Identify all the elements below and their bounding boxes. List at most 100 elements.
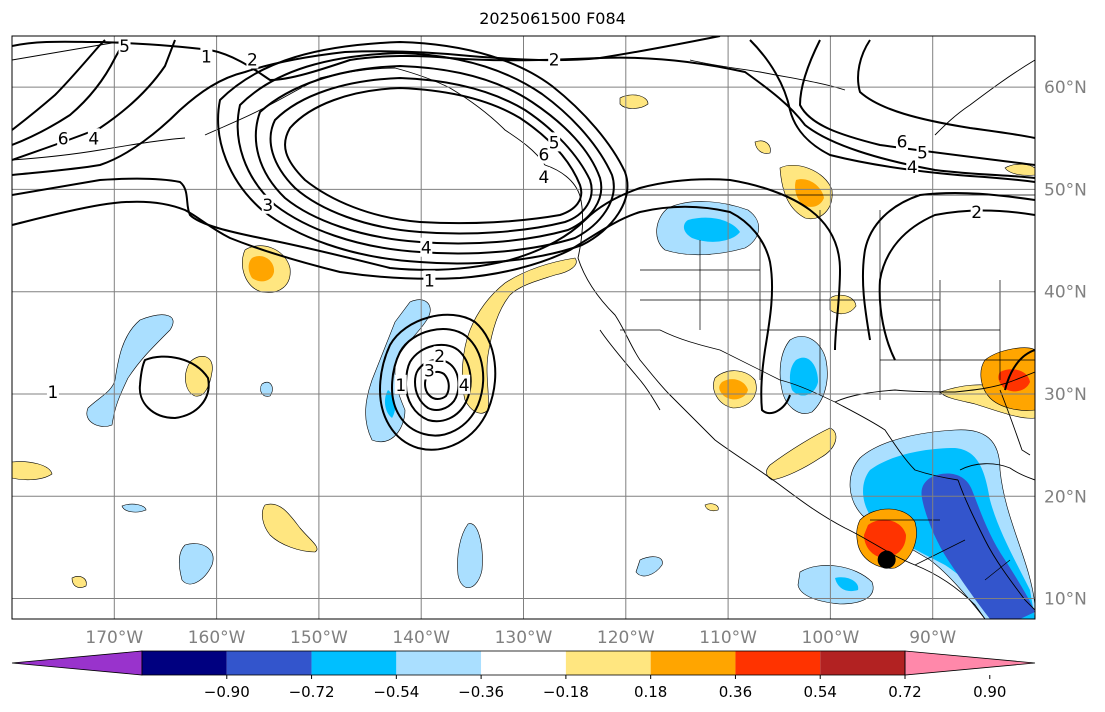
colorbar-segment (650, 651, 736, 675)
colorbar-tick-label: 0.72 (888, 683, 921, 701)
anomaly-fill (921, 473, 1035, 619)
latitude-labels: 60°N 50°N 40°N 30°N 20°N 10°N (1044, 78, 1087, 609)
lat-tick-label: 50°N (1044, 180, 1087, 200)
lon-tick-label: 90°W (909, 628, 956, 648)
anomaly-fill (704, 503, 719, 512)
contour-label-bg (970, 201, 983, 221)
lon-tick-label: 170°W (85, 628, 143, 648)
anomaly-fill (789, 357, 818, 396)
colorbar-tick-label: 0.18 (634, 683, 667, 701)
contour-label-bg (916, 142, 929, 162)
contour-label: 3 (262, 196, 273, 216)
contour-label: 4 (459, 376, 470, 396)
colorbar-segment (820, 651, 905, 675)
colorbar-segment (142, 651, 227, 675)
contour-label-bg (261, 194, 274, 214)
contour-label: 4 (539, 168, 550, 188)
colorbar-segment (481, 651, 566, 675)
anomaly-fill (261, 503, 318, 553)
contour-label-bg (548, 49, 561, 69)
contour-label: 2 (247, 51, 258, 71)
contour-label: 6 (58, 129, 69, 149)
anomaly-fill (457, 523, 483, 588)
lat-tick-label: 60°N (1044, 78, 1087, 98)
lon-tick-label: 110°W (699, 628, 757, 648)
colorbar-tick-label: 0.36 (719, 683, 752, 701)
contour-label: 1 (424, 271, 435, 291)
contour-label: 4 (421, 239, 432, 259)
contour-label: 1 (395, 376, 406, 396)
contour-label: 6 (897, 132, 908, 152)
colorbar-tick-label: 0.54 (804, 683, 837, 701)
contour-label: 5 (549, 133, 560, 153)
colorbar-tick-label: −0.36 (458, 683, 504, 701)
contour-label: 1 (201, 47, 212, 67)
colorbar-extend-low (11, 650, 143, 676)
lat-tick-label: 10°N (1044, 590, 1087, 610)
colorbar-tick-label: −0.90 (204, 683, 250, 701)
contour-label-bg (57, 128, 70, 148)
contour-label: 4 (88, 129, 99, 149)
colorbar-tick-label: −0.18 (543, 683, 589, 701)
lon-tick-label: 120°W (597, 628, 655, 648)
lon-tick-label: 140°W (392, 628, 450, 648)
anomaly-fill (619, 94, 649, 109)
anomaly-fill (835, 577, 859, 592)
contour-label-bg (537, 144, 550, 164)
colorbar-extend-high (904, 650, 1036, 676)
contour-label-bg (906, 156, 919, 176)
contour-label-bg (200, 46, 213, 66)
contour-label-bg (46, 381, 59, 401)
colorbar-outline (141, 650, 906, 676)
anomaly-fill (121, 503, 147, 513)
anomaly-fill (864, 519, 906, 558)
contour-label-bg (458, 374, 471, 394)
contour-label: 2 (971, 203, 982, 223)
contour-label-bg (87, 128, 100, 148)
location-marker (877, 550, 896, 569)
anomaly-fill (86, 314, 174, 427)
longitude-labels: 170°W 160°W 150°W 140°W 130°W 120°W 110°W 100°W… (85, 628, 956, 648)
contour-label: 2 (549, 51, 560, 71)
colorbar-segment (226, 651, 312, 675)
anomaly-fill (71, 576, 87, 588)
lat-lon-gridlines (12, 36, 1035, 619)
contour-label-bg (423, 360, 436, 380)
colorbar-tick-label: 0.90 (973, 683, 1006, 701)
contour-label-bg (896, 131, 909, 151)
lat-tick-label: 20°N (1044, 487, 1087, 507)
contour-label-bg (423, 270, 436, 290)
map-frame (11, 35, 1036, 620)
colorbar-segment (735, 651, 821, 675)
contour-label: 5 (917, 144, 928, 164)
colorbar-segment (311, 651, 397, 675)
contour-label: 2 (434, 347, 445, 367)
contour-label-bg (420, 237, 433, 257)
anomaly-fill (179, 543, 214, 585)
anomaly-fill (185, 355, 213, 397)
anomaly-fill (12, 461, 53, 481)
anomaly-fill (260, 381, 273, 397)
lon-tick-label: 130°W (495, 628, 553, 648)
height-anomaly-contours (12, 36, 1035, 451)
anomaly-fill (1004, 163, 1035, 176)
anomaly-fill (797, 565, 874, 605)
contour-label-bg (433, 346, 446, 366)
colorbar-tick-label: −0.54 (373, 683, 419, 701)
lon-tick-label: 150°W (290, 628, 348, 648)
lon-tick-label: 160°W (188, 628, 246, 648)
colorbar-segment (396, 651, 482, 675)
anomaly-fill (248, 255, 275, 282)
colorbar-tick-label: −0.72 (289, 683, 335, 701)
lat-tick-label: 30°N (1044, 385, 1087, 405)
anomaly-fill (683, 217, 740, 242)
contour-label-bg (246, 49, 259, 69)
contour-label: 3 (424, 361, 435, 381)
anomaly-fill (635, 556, 663, 577)
anomaly-fill (754, 140, 771, 154)
map-title: 2025061500 F084 (479, 9, 626, 28)
colorbar: −0.90 −0.72 −0.54 −0.36 −0.18 0.18 0.36 0.54 0.7… (11, 650, 1036, 701)
contour-label-bg (537, 167, 550, 187)
